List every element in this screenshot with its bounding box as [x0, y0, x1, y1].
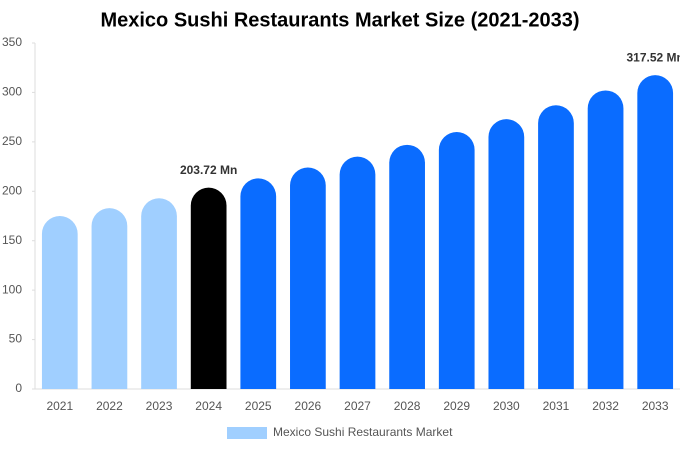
y-tick-label: 350 [2, 35, 22, 49]
y-tick-label: 100 [2, 282, 22, 296]
bar [240, 178, 277, 389]
legend-swatch [227, 427, 267, 439]
bar [190, 187, 227, 389]
y-tick-label: 150 [2, 233, 22, 247]
x-tick-label: 2022 [96, 399, 123, 413]
bar [339, 156, 376, 389]
y-tick-label: 0 [15, 381, 22, 395]
legend-label: Mexico Sushi Restaurants Market [273, 425, 453, 439]
x-tick-label: 2031 [543, 399, 570, 413]
x-tick-label: 2024 [195, 399, 222, 413]
value-label: 317.52 Mn [627, 50, 680, 64]
bar [389, 144, 425, 389]
x-tick-label: 2025 [245, 399, 272, 413]
y-tick-label: 50 [9, 332, 23, 346]
y-tick-label: 300 [2, 85, 22, 99]
chart-title: Mexico Sushi Restaurants Market Size (20… [100, 9, 579, 31]
bar [41, 216, 78, 389]
bar [290, 167, 326, 389]
bar [637, 75, 674, 389]
y-tick-label: 200 [2, 183, 22, 197]
bar [91, 208, 128, 389]
bar [141, 198, 177, 389]
x-tick-label: 2021 [46, 399, 73, 413]
bar [438, 131, 475, 389]
bar [587, 90, 624, 390]
x-tick-label: 2029 [443, 399, 470, 413]
x-tick-label: 2030 [493, 399, 520, 413]
x-tick-label: 2023 [146, 399, 173, 413]
x-tick-label: 2027 [344, 399, 371, 413]
value-label: 203.72 Mn [180, 163, 237, 177]
y-tick-label: 250 [2, 134, 22, 148]
x-tick-label: 2032 [592, 399, 619, 413]
bar [488, 119, 525, 390]
x-tick-label: 2026 [295, 399, 322, 413]
x-tick-label: 2028 [394, 399, 421, 413]
x-tick-label: 2033 [642, 399, 669, 413]
bar [538, 105, 574, 389]
